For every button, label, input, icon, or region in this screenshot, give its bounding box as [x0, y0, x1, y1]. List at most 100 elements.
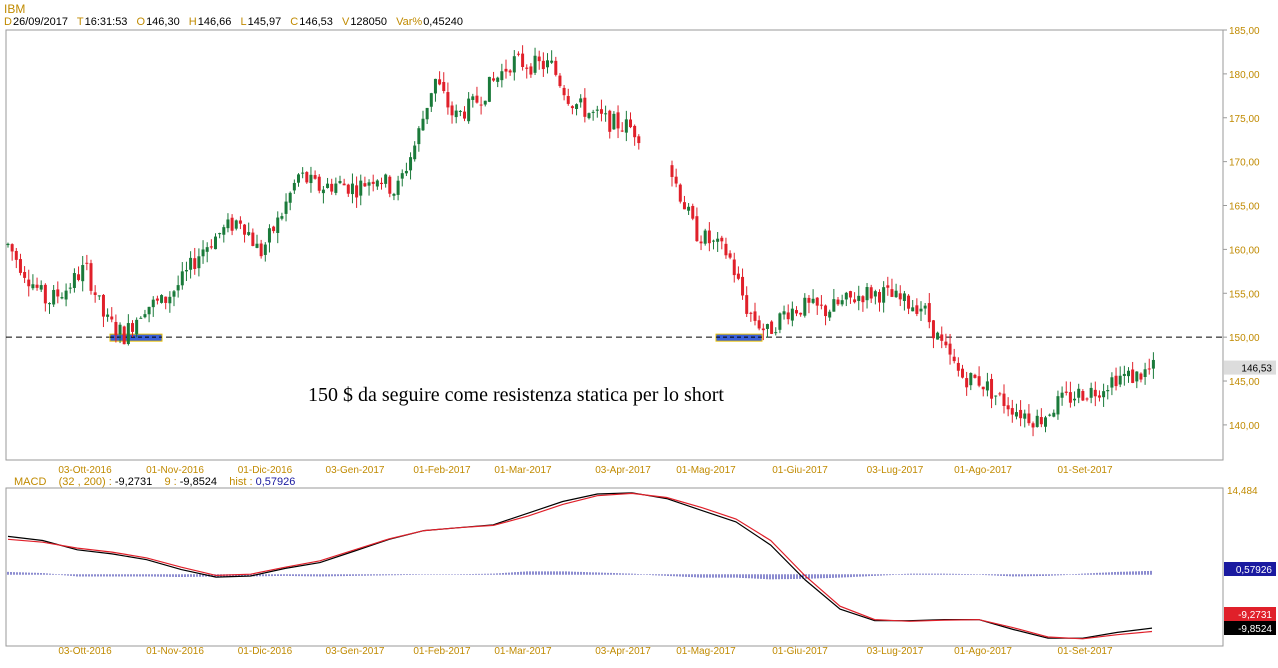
candle-body [35, 284, 39, 288]
candle-body [1056, 396, 1060, 415]
candle-body [6, 243, 10, 246]
candle-body [977, 376, 981, 386]
candle-body [546, 60, 549, 68]
candle-body [355, 185, 359, 198]
candle-body [541, 60, 545, 70]
candle-body [944, 341, 948, 346]
candle-body [504, 68, 508, 72]
candle-body [1035, 415, 1039, 427]
candle-body [226, 219, 230, 229]
candle-body [1014, 412, 1018, 417]
candle-body [828, 311, 832, 318]
price-y-tick-label: 145,00 [1229, 377, 1260, 388]
candle-body [745, 295, 749, 314]
candle-body [247, 232, 251, 235]
candle-body [85, 262, 89, 264]
candle-body [873, 291, 877, 297]
annotation-text: 150 $ da seguire come resistenza statica… [308, 384, 724, 406]
candles [6, 45, 1155, 437]
candle-body [375, 180, 379, 187]
signal-tag: -9,8524 [1238, 624, 1272, 635]
candle-body [467, 98, 471, 122]
candle-body [741, 276, 745, 296]
close-value: 146,53 [299, 16, 333, 28]
ohlc-info-line: D26/09/2017 T16:31:53 O146,30 H146,66 L1… [4, 16, 469, 28]
macd-tag-bg [1224, 607, 1276, 621]
candle-body [529, 66, 533, 75]
candle-body [691, 205, 695, 219]
candle-body [712, 240, 715, 242]
candle-body [537, 56, 541, 62]
macd-name: MACD [14, 476, 47, 488]
candle-body [267, 228, 271, 243]
candle-body [106, 314, 110, 317]
candle-body [292, 182, 296, 191]
x-tick-label: 03-Ott-2016 [58, 465, 112, 476]
candle-body [263, 244, 267, 255]
candle-body [990, 378, 994, 399]
candle-body [861, 296, 865, 303]
candle-body [139, 317, 143, 319]
x-tick-label: 03-Gen-2017 [326, 465, 385, 476]
candle-body [463, 111, 466, 119]
candle-body [985, 381, 989, 391]
candle-body [824, 305, 828, 317]
value-tags: 14,484 146,53 0,57926 -9,2731 -9,8524 [1224, 360, 1276, 635]
candle-body [404, 170, 408, 174]
x-tick-label: 01-Nov-2016 [146, 465, 204, 476]
candle-body [93, 292, 97, 295]
candle-body [757, 320, 761, 329]
candle-body [604, 113, 608, 115]
candle-body [799, 312, 803, 315]
x-tick-label: 01-Giu-2017 [772, 646, 828, 657]
candle-body [380, 182, 383, 185]
candle-body [180, 271, 184, 286]
x-tick-label: 03-Lug-2017 [867, 465, 924, 476]
candle-body [126, 323, 130, 344]
candle-body [155, 298, 159, 301]
candle-body [338, 180, 342, 184]
candle-body [500, 71, 504, 81]
macd-x-axis: 03-Ott-2016 01-Nov-2016 01-Dic-2016 03-Gen-… [58, 646, 1113, 657]
price-y-tick-label: 155,00 [1229, 289, 1260, 300]
candle-body [595, 109, 599, 111]
candle-body [64, 290, 68, 300]
candle-body [396, 180, 400, 195]
candle-body [931, 320, 935, 339]
candle-body [790, 308, 794, 321]
candle-body [487, 76, 491, 102]
low-value: 145,97 [247, 16, 282, 28]
candle-body [201, 249, 205, 257]
macd-info-line: MACD (32 , 200) : -9,2731 9 : -9,8524 hi… [14, 476, 295, 488]
x-tick-label: 01-Set-2017 [1057, 646, 1112, 657]
candle-body [786, 312, 790, 320]
macd-tag: -9,2731 [1238, 610, 1272, 621]
candle-body [716, 238, 720, 242]
candle-body [857, 295, 861, 301]
candle-body [1151, 359, 1155, 369]
candle-body [164, 296, 168, 303]
support-zones [109, 333, 763, 342]
candle-body [1031, 423, 1035, 428]
candle-body [795, 310, 798, 314]
candle-body [110, 316, 114, 320]
candle-body [844, 292, 848, 300]
candle-body [321, 189, 325, 194]
candle-body [915, 305, 919, 314]
x-tick-label: 01-Dic-2016 [238, 465, 293, 476]
macd-value: -9,2731 [114, 476, 153, 488]
candle-body [1048, 414, 1052, 416]
signal-label: 9 : [164, 476, 177, 488]
low-label: L [240, 16, 247, 28]
candle-body [313, 175, 317, 179]
candle-body [961, 368, 964, 378]
date-value: 26/09/2017 [12, 16, 69, 28]
candle-body [819, 304, 823, 306]
candle-body [114, 321, 118, 336]
candle-body [301, 172, 305, 174]
candle-body [135, 319, 139, 335]
macd-panel-frame [5, 487, 1224, 647]
candle-body [27, 279, 31, 287]
candle-body [732, 259, 736, 276]
candle-body [1006, 405, 1010, 410]
